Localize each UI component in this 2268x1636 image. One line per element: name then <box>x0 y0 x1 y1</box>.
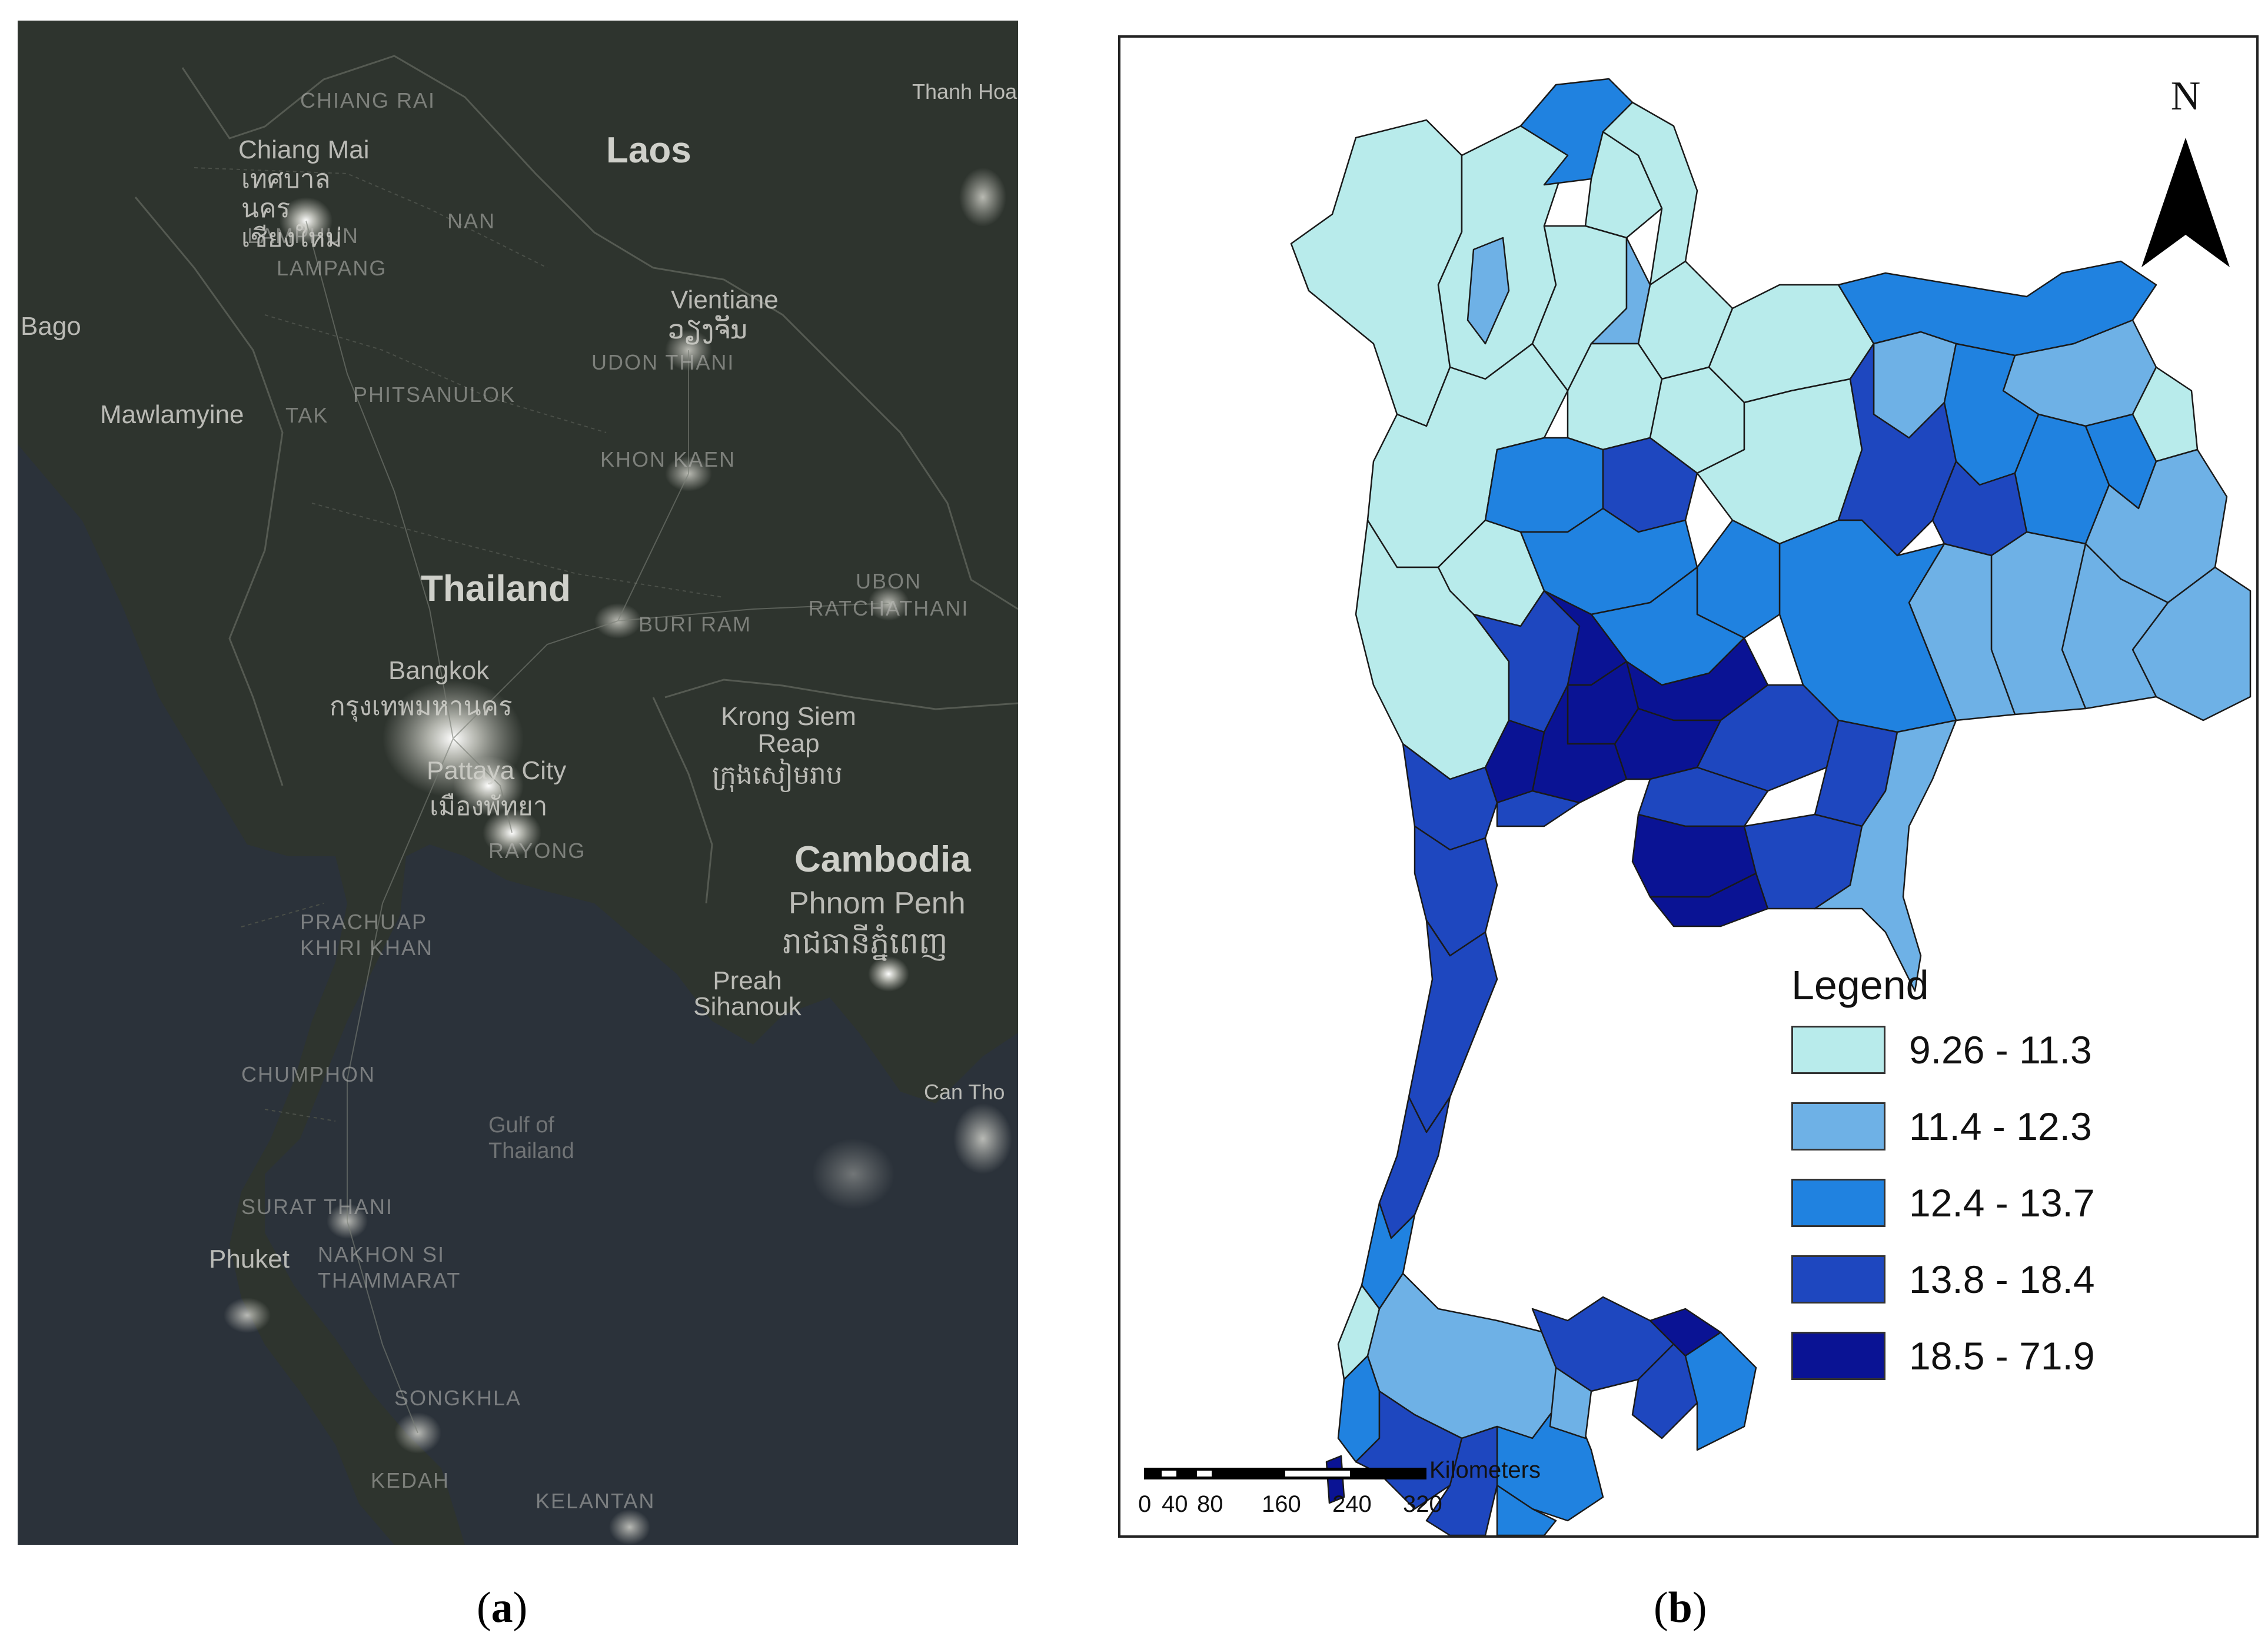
legend-label: 9.26 - 11.3 <box>1909 1028 2092 1072</box>
label-buri-ram: BURI RAM <box>639 612 752 636</box>
label-kelantan: KELANTAN <box>536 1489 656 1513</box>
legend-label: 18.5 - 71.9 <box>1909 1334 2095 1378</box>
label-prachuap: PRACHUAP KHIRI KHAN <box>300 910 434 960</box>
label-phitsanulok: PHITSANULOK <box>353 383 516 407</box>
label-nan: NAN <box>447 209 496 233</box>
label-bago: Bago <box>21 312 81 341</box>
province-kamphaeng-phet <box>1484 437 1604 533</box>
night-lights-basemap <box>18 21 1018 1545</box>
label-lamphun: LAMPHUN <box>247 224 360 248</box>
phuket-lights <box>224 1298 271 1333</box>
mekong-delta-lights <box>953 1103 1012 1174</box>
label-pattaya-th: เมืองพัทยา <box>430 792 548 821</box>
choropleth-map: .c0 { fill: #b8ebeb; } .c1 { fill: #6eb1… <box>1118 35 2259 1538</box>
label-cambodia: Cambodia <box>794 839 971 880</box>
legend-swatch <box>1791 1026 1885 1074</box>
province-trat <box>1814 719 1957 992</box>
province-samut-sakhon <box>1496 790 1581 827</box>
country-borders <box>134 55 1018 904</box>
label-chiang-mai-th: เทศบาลนคร เชียงใหม่ <box>241 165 342 252</box>
label-vientiane: Vientiane <box>671 285 779 314</box>
label-thailand: Thailand <box>421 568 571 609</box>
legend-label: 11.4 - 12.3 <box>1909 1105 2092 1148</box>
label-gulf-of-thailand: Gulf of Thailand <box>488 1113 574 1163</box>
label-bangkok-th: กรุงเทพมหานคร <box>330 692 513 721</box>
legend-swatch <box>1791 1332 1885 1380</box>
label-kedah: KEDAH <box>371 1468 450 1492</box>
scale-tick: 0 <box>1138 1491 1152 1517</box>
label-siem-reap-kh: ក្រុងសៀមរាប <box>712 761 843 790</box>
caption-a: (a) <box>477 1584 528 1632</box>
label-khon-kaen: KHON KAEN <box>600 447 736 471</box>
province-trang <box>1425 1425 1498 1535</box>
night-lights-map: Laos Thailand Cambodia Chiang Mai เทศบาล… <box>18 21 1018 1545</box>
kota-bharu-lights <box>609 1509 650 1545</box>
legend-label: 12.4 - 13.7 <box>1909 1181 2095 1225</box>
legend-label: 13.8 - 18.4 <box>1909 1258 2095 1301</box>
legend-item: 12.4 - 13.7 <box>1791 1176 2095 1229</box>
label-phuket: Phuket <box>209 1245 290 1273</box>
province-krabi <box>1355 1390 1463 1510</box>
scale-tick: 40 <box>1162 1491 1188 1517</box>
label-preah-sihanouk: Preah Sihanouk <box>693 966 802 1021</box>
label-chiang-rai: CHIANG RAI <box>300 88 436 112</box>
legend-swatch <box>1791 1255 1885 1304</box>
label-lampang: LAMPANG <box>277 256 387 280</box>
label-thanh-hoa: Thanh Hoa <box>912 79 1017 104</box>
label-tak: TAK <box>285 403 329 427</box>
province-choropleth <box>1290 78 2252 1535</box>
label-songkhla: SONGKHLA <box>394 1386 522 1410</box>
label-udon-thani: UDON THANI <box>591 350 735 374</box>
scale-bar <box>1144 1468 1426 1479</box>
road-network <box>305 220 889 1434</box>
label-vientiane-lo: ວຽງຈັນ <box>668 315 747 344</box>
offshore-fishing-lights <box>812 1139 894 1209</box>
legend-item: 13.8 - 18.4 <box>1791 1253 2095 1306</box>
label-rayong: RAYONG <box>488 839 586 863</box>
label-phnom-penh: Phnom Penh <box>789 886 966 920</box>
legend-item: 18.5 - 71.9 <box>1791 1329 2095 1382</box>
scale-tick: 160 <box>1262 1491 1301 1517</box>
province-mae-hong-son <box>1290 119 1463 427</box>
legend-item: 9.26 - 11.3 <box>1791 1023 2092 1076</box>
label-bangkok: Bangkok <box>388 656 490 685</box>
label-krong-siem-reap: Krong Siem Reap <box>721 702 856 758</box>
label-laos: Laos <box>606 130 691 171</box>
label-chiang-mai: Chiang Mai <box>238 135 370 164</box>
label-chumphon: CHUMPHON <box>241 1062 375 1086</box>
scale-tick: 320 <box>1403 1491 1442 1517</box>
scale-tick: 80 <box>1197 1491 1223 1517</box>
label-ubon-ratchathani: UBON RATCHATHANI <box>808 569 969 620</box>
legend-title: Legend <box>1791 962 1929 1008</box>
province-borders <box>194 167 724 1122</box>
caption-b: (b) <box>1654 1584 1707 1632</box>
vietnam-lights <box>959 168 1006 227</box>
scale-tick: 240 <box>1332 1491 1372 1517</box>
north-label: N <box>2170 74 2201 119</box>
province-lamphun <box>1466 237 1510 345</box>
legend-swatch <box>1791 1179 1885 1227</box>
label-phnom-penh-kh: រាជធានីភ្នំពេញ <box>783 926 948 960</box>
chonburi-lights <box>453 756 524 815</box>
label-mawlamyine: Mawlamyine <box>100 400 244 429</box>
legend-swatch <box>1791 1102 1885 1150</box>
phnom-penh-lights <box>868 956 909 992</box>
label-can-tho: Can Tho <box>924 1080 1005 1104</box>
label-surat-thani: SURAT THANI <box>241 1195 394 1219</box>
label-pattaya: Pattaya City <box>427 756 567 785</box>
label-nakhon-si: NAKHON SI THAMMARAT <box>318 1242 461 1292</box>
legend-item: 11.4 - 12.3 <box>1791 1100 2092 1153</box>
north-arrow-icon <box>2141 138 2230 267</box>
scale-unit: Kilometers <box>1429 1457 1541 1483</box>
